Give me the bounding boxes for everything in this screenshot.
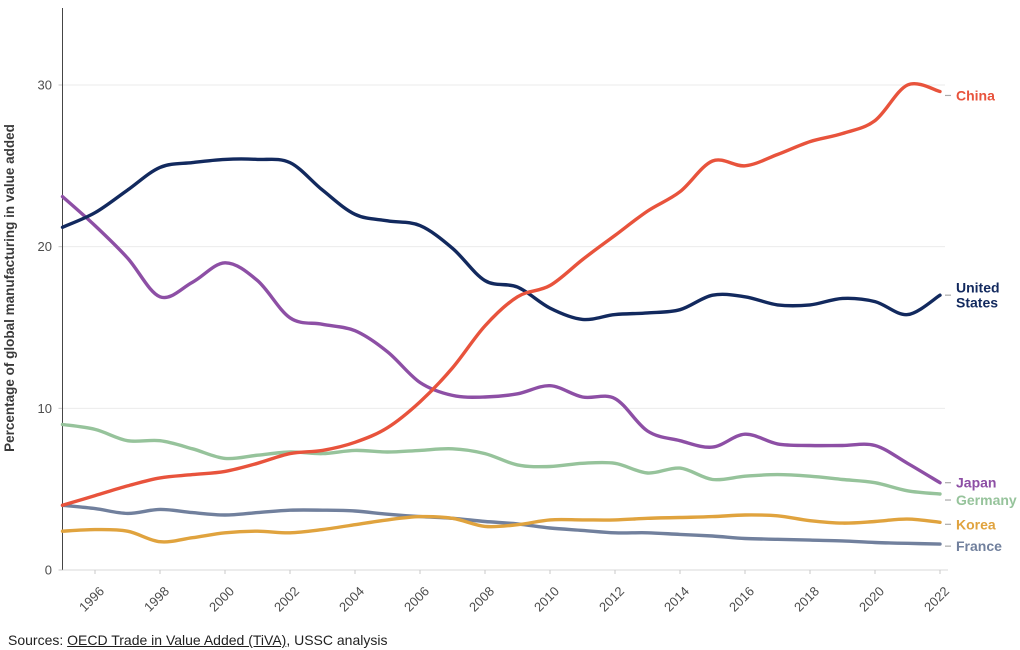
- x-tick-label: 2012: [596, 584, 627, 615]
- series-line-germany: [60, 422, 942, 496]
- x-tick-label: 2014: [661, 584, 692, 615]
- source-note: Sources: OECD Trade in Value Added (TiVA…: [8, 632, 387, 648]
- line-chart: Percentage of global manufacturing in va…: [2, 8, 1017, 615]
- x-tick-label: 2020: [856, 584, 887, 615]
- y-tick-label: 30: [38, 78, 52, 93]
- x-tick-label: 2018: [791, 584, 822, 615]
- x-tick-label: 1998: [141, 584, 172, 615]
- series-line-japan: [60, 194, 942, 485]
- y-tick-label: 20: [38, 239, 52, 254]
- series-line-china: [60, 82, 942, 507]
- y-tick-label: 0: [45, 563, 52, 578]
- series-label-united-states: United States: [956, 280, 1000, 311]
- chart-canvas: Percentage of global manufacturing in va…: [2, 8, 1017, 615]
- source-prefix: Sources:: [8, 632, 68, 648]
- x-tick-label: 2004: [336, 584, 367, 615]
- grid-layer: [62, 84, 945, 571]
- series-label-france: France: [956, 538, 1002, 554]
- x-tick-label: 2022: [921, 584, 952, 615]
- series-line-france: [60, 503, 942, 546]
- x-tick-label: 2016: [726, 584, 757, 615]
- series-label-korea: Korea: [956, 516, 996, 532]
- series-label-japan: Japan: [956, 475, 996, 491]
- x-tick-label: 2002: [271, 584, 302, 615]
- y-tick-label: 10: [38, 401, 52, 416]
- series-layer: [60, 82, 942, 546]
- x-tick-label: 2000: [206, 584, 237, 615]
- x-tick-label: 2008: [466, 584, 497, 615]
- source-link[interactable]: OECD Trade in Value Added (TiVA): [67, 632, 287, 648]
- x-tick-label: 2006: [401, 584, 432, 615]
- x-tick-label: 1996: [76, 584, 107, 615]
- series-label-germany: Germany: [956, 492, 1017, 508]
- series-label-china: China: [956, 87, 995, 103]
- series-line-korea: [60, 513, 942, 544]
- y-axis-title: Percentage of global manufacturing in va…: [2, 124, 17, 452]
- source-suffix: , USSC analysis: [286, 632, 388, 648]
- series-line-united-states: [60, 157, 942, 322]
- x-tick-label: 2010: [531, 584, 562, 615]
